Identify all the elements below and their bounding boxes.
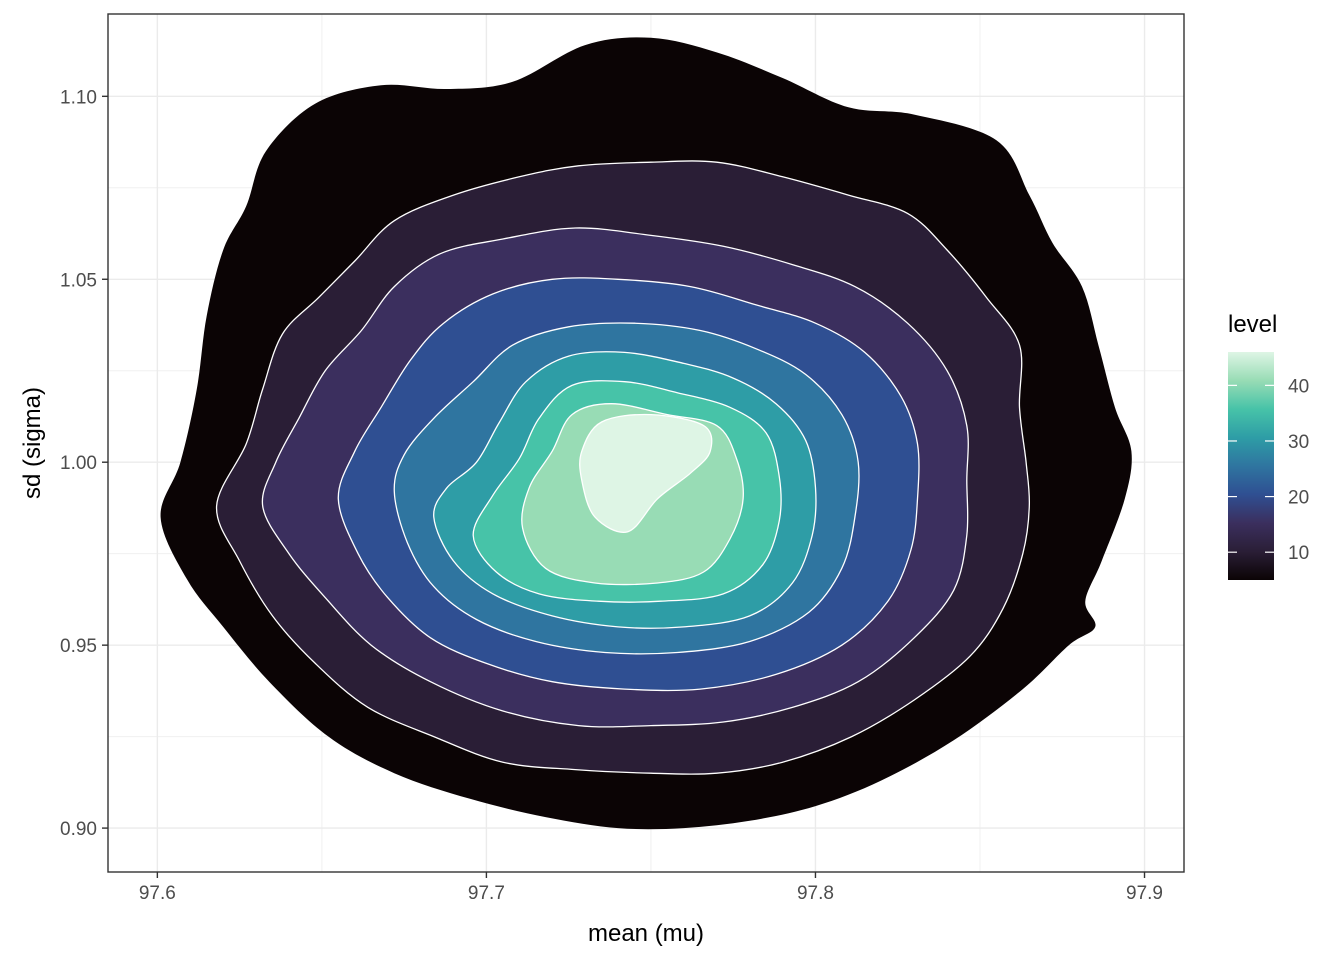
legend: level 10 20 30 40 xyxy=(1228,311,1309,580)
legend-label: 30 xyxy=(1288,432,1309,453)
panel-border xyxy=(107,13,1185,873)
y-tick-label: 0.90 xyxy=(60,819,97,840)
x-tick-label: 97.6 xyxy=(139,883,176,904)
legend-colorbar xyxy=(1228,352,1274,580)
x-tick-label: 97.9 xyxy=(1126,883,1163,904)
y-tick-label: 1.05 xyxy=(60,270,97,291)
x-tick-label: 97.7 xyxy=(468,883,505,904)
y-tick-label: 0.95 xyxy=(60,636,97,657)
legend-label: 40 xyxy=(1288,376,1309,397)
x-tick-label: 97.8 xyxy=(797,883,834,904)
legend-label: 20 xyxy=(1288,488,1309,509)
x-axis-title: mean (mu) xyxy=(588,920,704,947)
y-tick-label: 1.00 xyxy=(60,453,97,474)
axes: 97.6 97.7 97.8 97.9 0.90 0.95 1.00 1.05 1.10 xyxy=(60,13,1185,904)
density-band-9 xyxy=(579,413,713,533)
density-contours xyxy=(160,37,1132,830)
y-tick-label: 1.10 xyxy=(60,87,97,108)
legend-title: level xyxy=(1228,311,1277,338)
legend-label: 10 xyxy=(1288,543,1309,564)
y-axis-title: sd (sigma) xyxy=(19,387,46,499)
